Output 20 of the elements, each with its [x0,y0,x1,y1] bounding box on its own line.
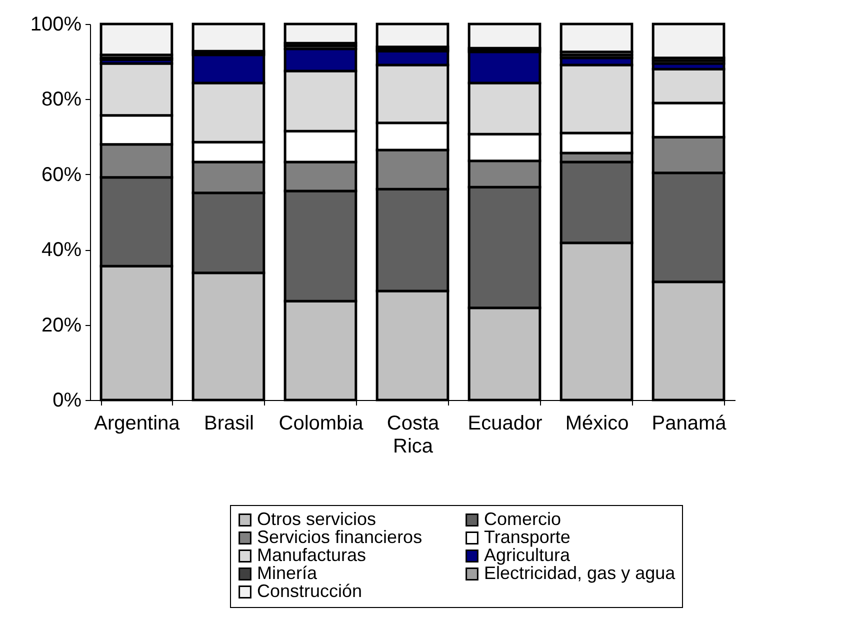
legend-label: Servicios financieros [257,527,422,547]
y-tick-label: 40% [41,239,82,262]
x-tick-label: Colombia [278,412,364,434]
x-tick-label: Costa Rica [386,412,440,458]
x-tick-label: Argentina [94,412,181,434]
x-tick-label: Panamá [652,412,728,434]
x-tick-label: Brasil [204,412,254,434]
y-tick-label: 20% [41,314,82,336]
legend-label: Construcción [257,581,362,601]
legend-label: Transporte [484,527,570,547]
x-tick-label: México [565,412,629,434]
legend-label: Comercio [484,509,562,529]
y-tick-label: 60% [41,164,82,186]
x-tick-label: Ecuador [468,412,543,434]
y-tick-label: 0% [52,390,82,412]
y-tick-label: 80% [41,88,82,111]
y-tick-label: 100% [30,14,82,36]
legend-label: Otros servicios [257,509,376,529]
legend-label: Minería [257,563,318,583]
legend-label: Manufacturas [257,545,366,565]
